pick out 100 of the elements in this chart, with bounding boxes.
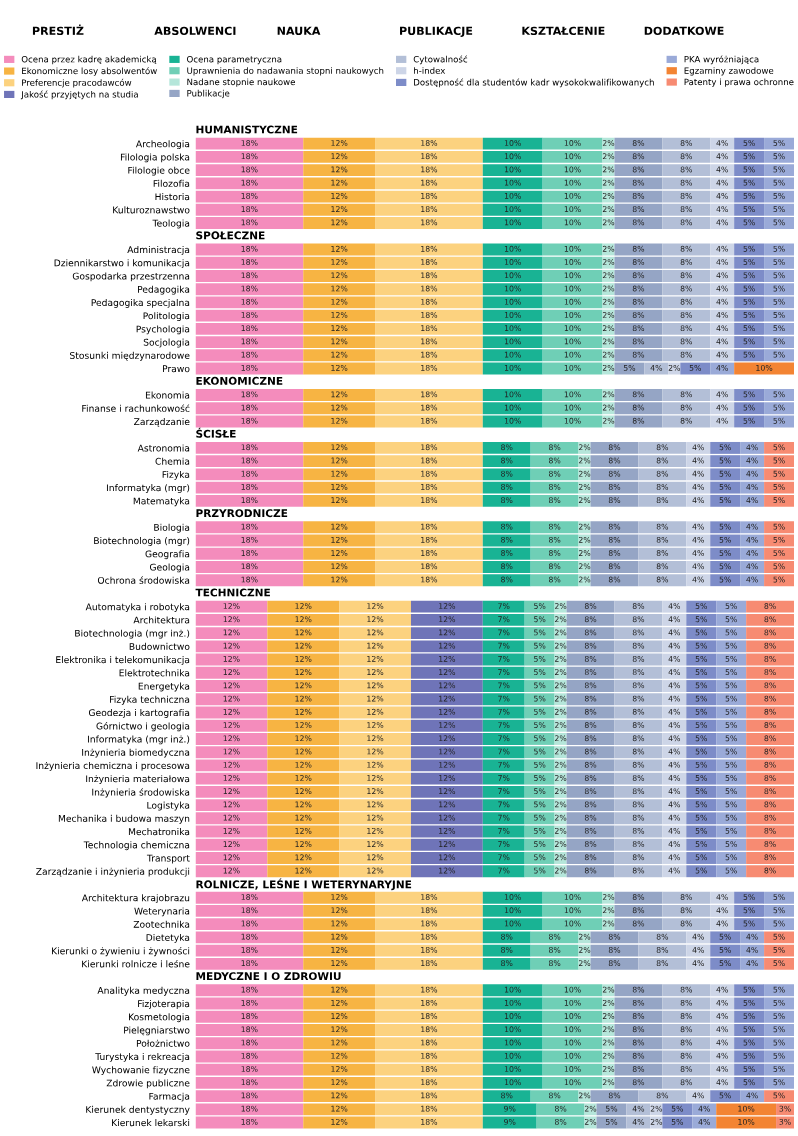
- bar: [740, 521, 765, 534]
- bar: [375, 362, 483, 375]
- bar: [375, 534, 483, 547]
- bar: [764, 984, 795, 997]
- bar: [686, 521, 711, 534]
- y-tick-label: Psychologia: [136, 325, 190, 335]
- bar: [542, 362, 603, 375]
- y-tick-label: Fizyka techniczna: [110, 695, 190, 705]
- y-tick-label: Logistyka: [147, 801, 190, 811]
- y-tick-label: Biotechnologia (mgr): [94, 537, 190, 546]
- bar: [740, 931, 765, 944]
- y-tick-label: Finanse i rachunkowość: [82, 404, 190, 412]
- bar: [339, 706, 411, 719]
- bar: [716, 1103, 777, 1116]
- y-tick-label: Turystyka i rekreacja: [95, 1052, 190, 1062]
- y-tick-label: Geodezja i kartografia: [88, 709, 190, 718]
- y-tick-label: Stosunki międzynarodowe: [70, 351, 190, 361]
- y-tick-label: Filologia polska: [120, 153, 190, 163]
- bar: [740, 1090, 765, 1103]
- y-tick-label: Zarządzanie i inżynieria produkcji: [36, 867, 190, 877]
- y-tick-label: Kierunki rolnicze i leśne: [82, 959, 190, 968]
- bar: [375, 415, 483, 428]
- bar: [686, 1090, 711, 1103]
- y-tick-label: Mechanika i budowa maszyn: [58, 814, 190, 824]
- y-tick-label: Biologia: [154, 523, 190, 533]
- bar: [375, 1116, 483, 1129]
- y-tick-label: Filologie obce: [128, 166, 190, 176]
- bar: [710, 362, 735, 375]
- bar: [482, 984, 543, 997]
- text: PRESTIŻ: [32, 24, 84, 36]
- bar: [662, 984, 711, 997]
- y-tick-label: Górnictwo i geologia: [96, 722, 190, 732]
- bar: [303, 1116, 376, 1129]
- y-tick-label: Elektrotechnika: [119, 669, 190, 677]
- y-tick-label: Kosmetologia: [129, 1013, 190, 1023]
- text: NAUKA: [277, 26, 321, 36]
- bar: [614, 984, 663, 997]
- y-tick-label: Zarządzanie: [134, 417, 190, 427]
- y-tick-label: Administracja: [127, 246, 190, 255]
- bar: [195, 362, 304, 375]
- bar: [590, 521, 639, 534]
- y-tick-label: Położnictwo: [136, 1039, 190, 1047]
- y-tick-label: Pedagogika: [138, 285, 190, 295]
- y-tick-label: ŚCISŁE: [196, 427, 236, 438]
- y-tick-label: Prawo: [163, 365, 190, 373]
- bar: [692, 1116, 717, 1129]
- y-tick-label: Astronomia: [137, 444, 190, 452]
- legend-label: Dostępność dla studentów kadr wysokokwalifikowanych: [414, 78, 654, 88]
- y-tick-label: ROLNICZE, LEŚNE I WETERYNARYJNE: [196, 878, 412, 891]
- bar: [602, 984, 615, 997]
- y-tick-label: Matematyka: [133, 497, 190, 507]
- bar: [686, 931, 711, 944]
- y-tick-label: Politologia: [143, 312, 190, 322]
- bar: [626, 1116, 651, 1129]
- text: ABSOLWENCI: [154, 26, 236, 36]
- y-tick-label: Gospodarka przestrzenna: [72, 272, 190, 282]
- y-tick-label: Architektura krajobrazu: [81, 894, 190, 904]
- legend-label: h-index: [414, 67, 446, 74]
- bar: [375, 521, 483, 534]
- y-tick-label: Elektronika i telekomunikacja: [56, 656, 190, 665]
- bar: [710, 984, 735, 997]
- y-tick-label: Kierunek lekarski: [112, 1119, 190, 1127]
- legend-label: PKA wyróżniająca: [684, 55, 759, 65]
- y-tick-label: HUMANISTYCZNE: [196, 125, 298, 134]
- bar: [536, 1116, 585, 1129]
- bar: [542, 984, 603, 997]
- bar: [195, 1116, 304, 1129]
- bar: [578, 521, 591, 534]
- y-tick-label: Transport: [146, 854, 190, 864]
- y-tick-label: Geografia: [145, 550, 190, 560]
- y-tick-label: Technologia chemiczna: [83, 841, 190, 851]
- bar: [375, 243, 483, 256]
- y-tick-label: Inżynieria chemiczna i procesowa: [36, 761, 190, 771]
- bar: [662, 1116, 693, 1129]
- y-tick-label: Farmacja: [149, 1092, 190, 1102]
- y-tick-label: Pielęgniarstwo: [124, 1026, 190, 1036]
- y-tick-label: Architektura: [133, 616, 190, 624]
- y-tick-label: TECHNICZNE: [195, 588, 270, 597]
- y-tick-label: Kierunek dentystyczny: [86, 1105, 190, 1115]
- text: DODATKOWE: [644, 26, 724, 36]
- y-tick-label: Informatyka (mgr): [106, 484, 190, 493]
- bar: [303, 521, 376, 534]
- legend-label: Preferencje pracodawców: [22, 78, 132, 88]
- y-tick-label: Historia: [155, 193, 190, 201]
- y-tick-label: Analityka medyczna: [97, 986, 190, 996]
- y-tick-label: Ochrona środowiska: [97, 576, 190, 584]
- legend-label: Ocena parametryczna: [187, 55, 282, 65]
- bar: [614, 362, 645, 375]
- bar: [375, 984, 483, 997]
- legend-label: Uprawnienia do nadawania stopni naukowych: [187, 67, 384, 76]
- bar: [482, 362, 543, 375]
- bar: [303, 415, 376, 428]
- y-tick-label: Geologia: [149, 563, 190, 573]
- bar: [776, 1116, 795, 1129]
- y-tick-label: Filozofia: [153, 179, 190, 187]
- y-tick-label: Socjologia: [143, 338, 190, 348]
- y-tick-label: Fizjoterapia: [138, 1000, 190, 1009]
- text: PUBLIKACJE: [400, 26, 473, 38]
- bar: [764, 931, 795, 944]
- legend-label: Egzaminy zawodowe: [684, 67, 774, 76]
